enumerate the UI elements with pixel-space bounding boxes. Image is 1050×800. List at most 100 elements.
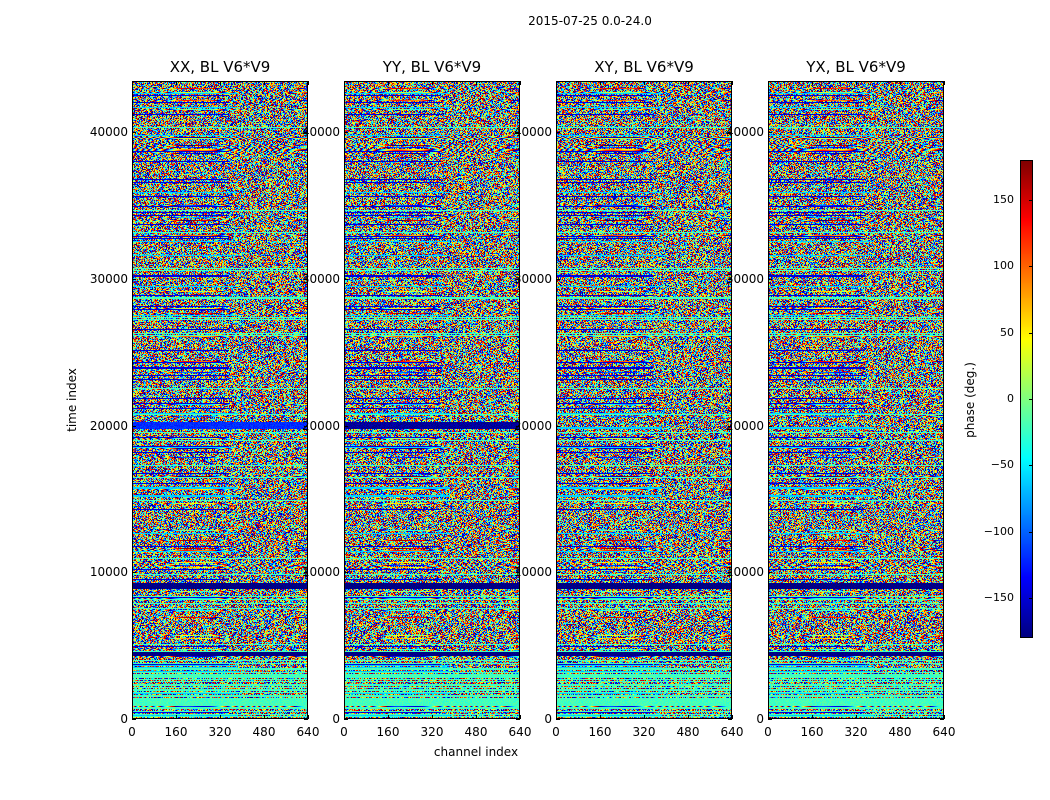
x-tick-label: 320 (632, 725, 656, 739)
x-tick-label: 480 (252, 725, 276, 739)
y-tick-label: 30000 (513, 272, 552, 286)
panel-title: XY, BL V6*V9 (594, 58, 694, 76)
y-tick-label: 20000 (301, 418, 340, 433)
y-tick-mark (344, 572, 348, 574)
y-tick-mark (940, 572, 944, 574)
y-tick-mark (344, 719, 348, 720)
x-tick-mark (176, 715, 177, 719)
x-tick-mark (812, 715, 813, 719)
y-tick-mark (940, 279, 944, 280)
x-tick-mark (944, 715, 945, 719)
x-tick-mark (344, 715, 345, 719)
panel-title: YY, BL V6*V9 (382, 58, 482, 76)
y-tick-mark (132, 425, 136, 427)
x-tick-label: 160 (164, 725, 188, 739)
colorbar-label: phase (deg.) (963, 362, 977, 438)
x-tick-mark (768, 715, 769, 719)
panel-frame (768, 81, 944, 719)
panel-title: XX, BL V6*V9 (169, 58, 271, 76)
y-tick-mark (728, 425, 732, 427)
x-tick-mark (556, 81, 557, 85)
x-tick-mark (520, 81, 521, 85)
x-tick-label: 0 (128, 725, 136, 739)
y-tick-label: 0 (544, 712, 552, 726)
y-tick-mark (516, 279, 520, 280)
x-tick-mark (732, 81, 733, 85)
heatmap-yx (768, 81, 944, 719)
colorbar-tick-mark (1029, 465, 1033, 467)
y-tick-mark (768, 572, 772, 574)
y-tick-mark (556, 572, 560, 574)
y-tick-label: 20000 (89, 418, 128, 433)
y-tick-label: 40000 (513, 125, 552, 140)
y-tick-mark (304, 132, 308, 134)
panel-frame (556, 81, 732, 719)
colorbar-tick-label: 50 (1000, 325, 1014, 339)
x-tick-label: 480 (676, 725, 700, 739)
x-tick-mark (600, 81, 601, 85)
x-tick-mark (432, 81, 433, 85)
heatmap-xx (132, 81, 308, 719)
y-tick-label: 10000 (513, 565, 552, 580)
figure-title: 2015-07-25 0.0-24.0 (528, 14, 652, 28)
x-tick-mark (900, 81, 901, 85)
x-tick-mark (388, 81, 389, 85)
y-tick-mark (768, 719, 772, 720)
x-tick-mark (944, 81, 945, 85)
x-tick-mark (308, 715, 309, 719)
colorbar-tick-mark (1029, 531, 1033, 533)
y-tick-label: 40000 (725, 125, 764, 140)
x-tick-mark (308, 81, 309, 85)
y-tick-mark (516, 719, 520, 720)
heatmap-yy (344, 81, 520, 719)
y-tick-mark (728, 572, 732, 574)
y-tick-label: 40000 (89, 125, 128, 140)
x-tick-mark (644, 715, 645, 719)
panel-frame (344, 81, 520, 719)
x-tick-mark (812, 81, 813, 85)
y-tick-mark (132, 572, 136, 574)
x-tick-mark (264, 81, 265, 85)
y-tick-mark (728, 279, 732, 280)
x-tick-mark (900, 715, 901, 719)
y-tick-label: 0 (756, 712, 764, 726)
y-tick-mark (768, 132, 772, 134)
y-tick-mark (940, 132, 944, 134)
x-tick-mark (856, 81, 857, 85)
x-tick-label: 640 (932, 725, 956, 739)
x-tick-label: 320 (844, 725, 868, 739)
colorbar-tick-label: 150 (993, 192, 1014, 206)
y-tick-mark (516, 425, 520, 427)
y-tick-label: 30000 (725, 272, 764, 286)
y-tick-label: 10000 (301, 565, 340, 580)
y-tick-mark (344, 279, 348, 280)
x-tick-mark (220, 81, 221, 85)
y-tick-label: 10000 (725, 565, 764, 580)
y-tick-mark (728, 719, 732, 720)
y-axis-label: time index (65, 368, 79, 432)
x-tick-label: 640 (720, 725, 744, 739)
x-tick-mark (344, 81, 345, 85)
colorbar-tick-mark (1029, 332, 1033, 334)
y-tick-mark (940, 425, 944, 427)
x-tick-label: 160 (588, 725, 612, 739)
x-tick-label: 480 (888, 725, 912, 739)
y-tick-label: 20000 (513, 418, 552, 433)
x-tick-mark (264, 715, 265, 719)
y-tick-mark (132, 719, 136, 720)
panel-frame (132, 81, 308, 719)
x-tick-label: 320 (420, 725, 444, 739)
colorbar-tick-mark (1029, 399, 1033, 400)
colorbar-tick-mark (1029, 598, 1033, 600)
x-tick-label: 160 (376, 725, 400, 739)
x-tick-mark (388, 715, 389, 719)
y-tick-label: 30000 (89, 272, 128, 286)
x-tick-mark (520, 715, 521, 719)
y-tick-mark (304, 572, 308, 574)
y-tick-mark (132, 279, 136, 280)
y-tick-label: 40000 (301, 125, 340, 140)
x-tick-mark (856, 715, 857, 719)
y-tick-mark (516, 572, 520, 574)
x-tick-mark (732, 715, 733, 719)
